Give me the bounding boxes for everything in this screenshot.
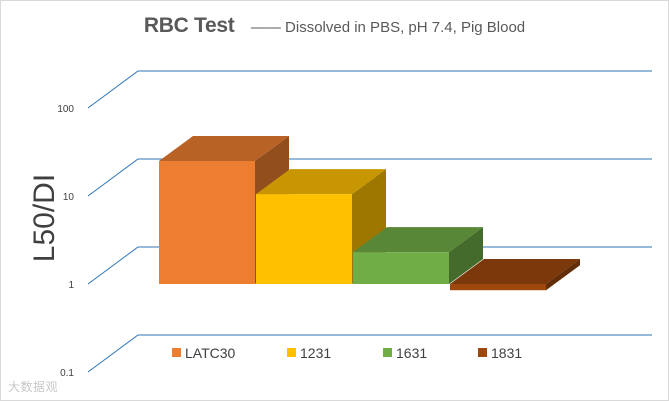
watermark: 大数据观 xyxy=(8,380,59,394)
bar-1231 xyxy=(256,169,386,284)
y-axis-ticks: 0.1 1 10 100 xyxy=(57,104,74,379)
legend: LATC30 1231 1631 1831 xyxy=(172,345,522,361)
legend-swatch xyxy=(478,348,487,357)
chart-title: RBC Test xyxy=(143,14,235,37)
bar-front xyxy=(450,284,546,291)
gridline-3 xyxy=(87,70,652,109)
y-tick-label: 10 xyxy=(63,192,75,203)
y-tick-label: 1 xyxy=(68,280,74,291)
bar-front xyxy=(159,160,255,284)
legend-label: 1631 xyxy=(396,345,427,361)
bar-front xyxy=(353,252,449,284)
gridline-0 xyxy=(87,334,652,373)
legend-item-1831: 1831 xyxy=(478,345,522,361)
y-tick-label: 0.1 xyxy=(60,368,74,379)
bar-1631 xyxy=(353,227,483,284)
legend-item-LATC30: LATC30 xyxy=(172,345,236,361)
bar-side xyxy=(546,259,580,291)
legend-item-1631: 1631 xyxy=(383,345,427,361)
chart-title-bar: RBC Test —— Dissolved in PBS, pH 7.4, Pi… xyxy=(0,14,669,38)
legend-item-1231: 1231 xyxy=(287,345,331,361)
legend-swatch xyxy=(172,348,181,357)
bars xyxy=(159,135,580,291)
legend-label: 1831 xyxy=(491,345,522,361)
bar-top xyxy=(450,259,580,284)
gridline-2 xyxy=(87,158,652,197)
bar-top xyxy=(159,135,289,161)
y-tick-label: 100 xyxy=(57,104,74,115)
gridlines xyxy=(87,70,652,373)
chart-subtitle: —— Dissolved in PBS, pH 7.4, Pig Blood xyxy=(250,19,526,36)
legend-swatch xyxy=(383,348,392,357)
legend-label: 1231 xyxy=(300,345,331,361)
legend-label: LATC30 xyxy=(185,345,236,361)
legend-swatch xyxy=(287,348,296,357)
bar-front xyxy=(256,194,352,284)
bar-side xyxy=(449,227,483,284)
bar-top xyxy=(256,169,386,195)
bar-top xyxy=(353,227,483,253)
y-axis-label: L50/DI xyxy=(28,174,61,262)
bar-1831 xyxy=(450,259,580,291)
